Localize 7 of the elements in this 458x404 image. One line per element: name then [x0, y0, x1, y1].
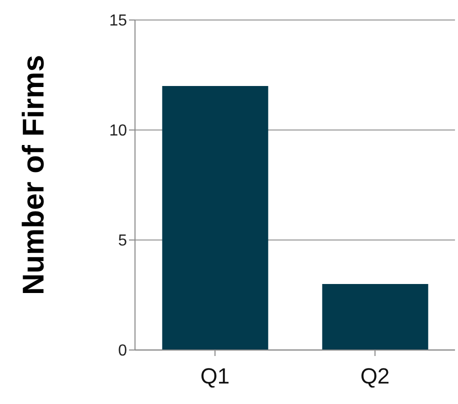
y-tick-label: 15: [109, 12, 128, 30]
x-tick-label: Q2: [360, 364, 390, 389]
x-tick-label: Q1: [200, 364, 230, 389]
y-axis-title: Number of Firms: [18, 54, 51, 295]
y-tick-label: 5: [118, 232, 128, 250]
y-tick-label: 10: [109, 122, 128, 140]
y-tick-label: 0: [118, 342, 128, 360]
